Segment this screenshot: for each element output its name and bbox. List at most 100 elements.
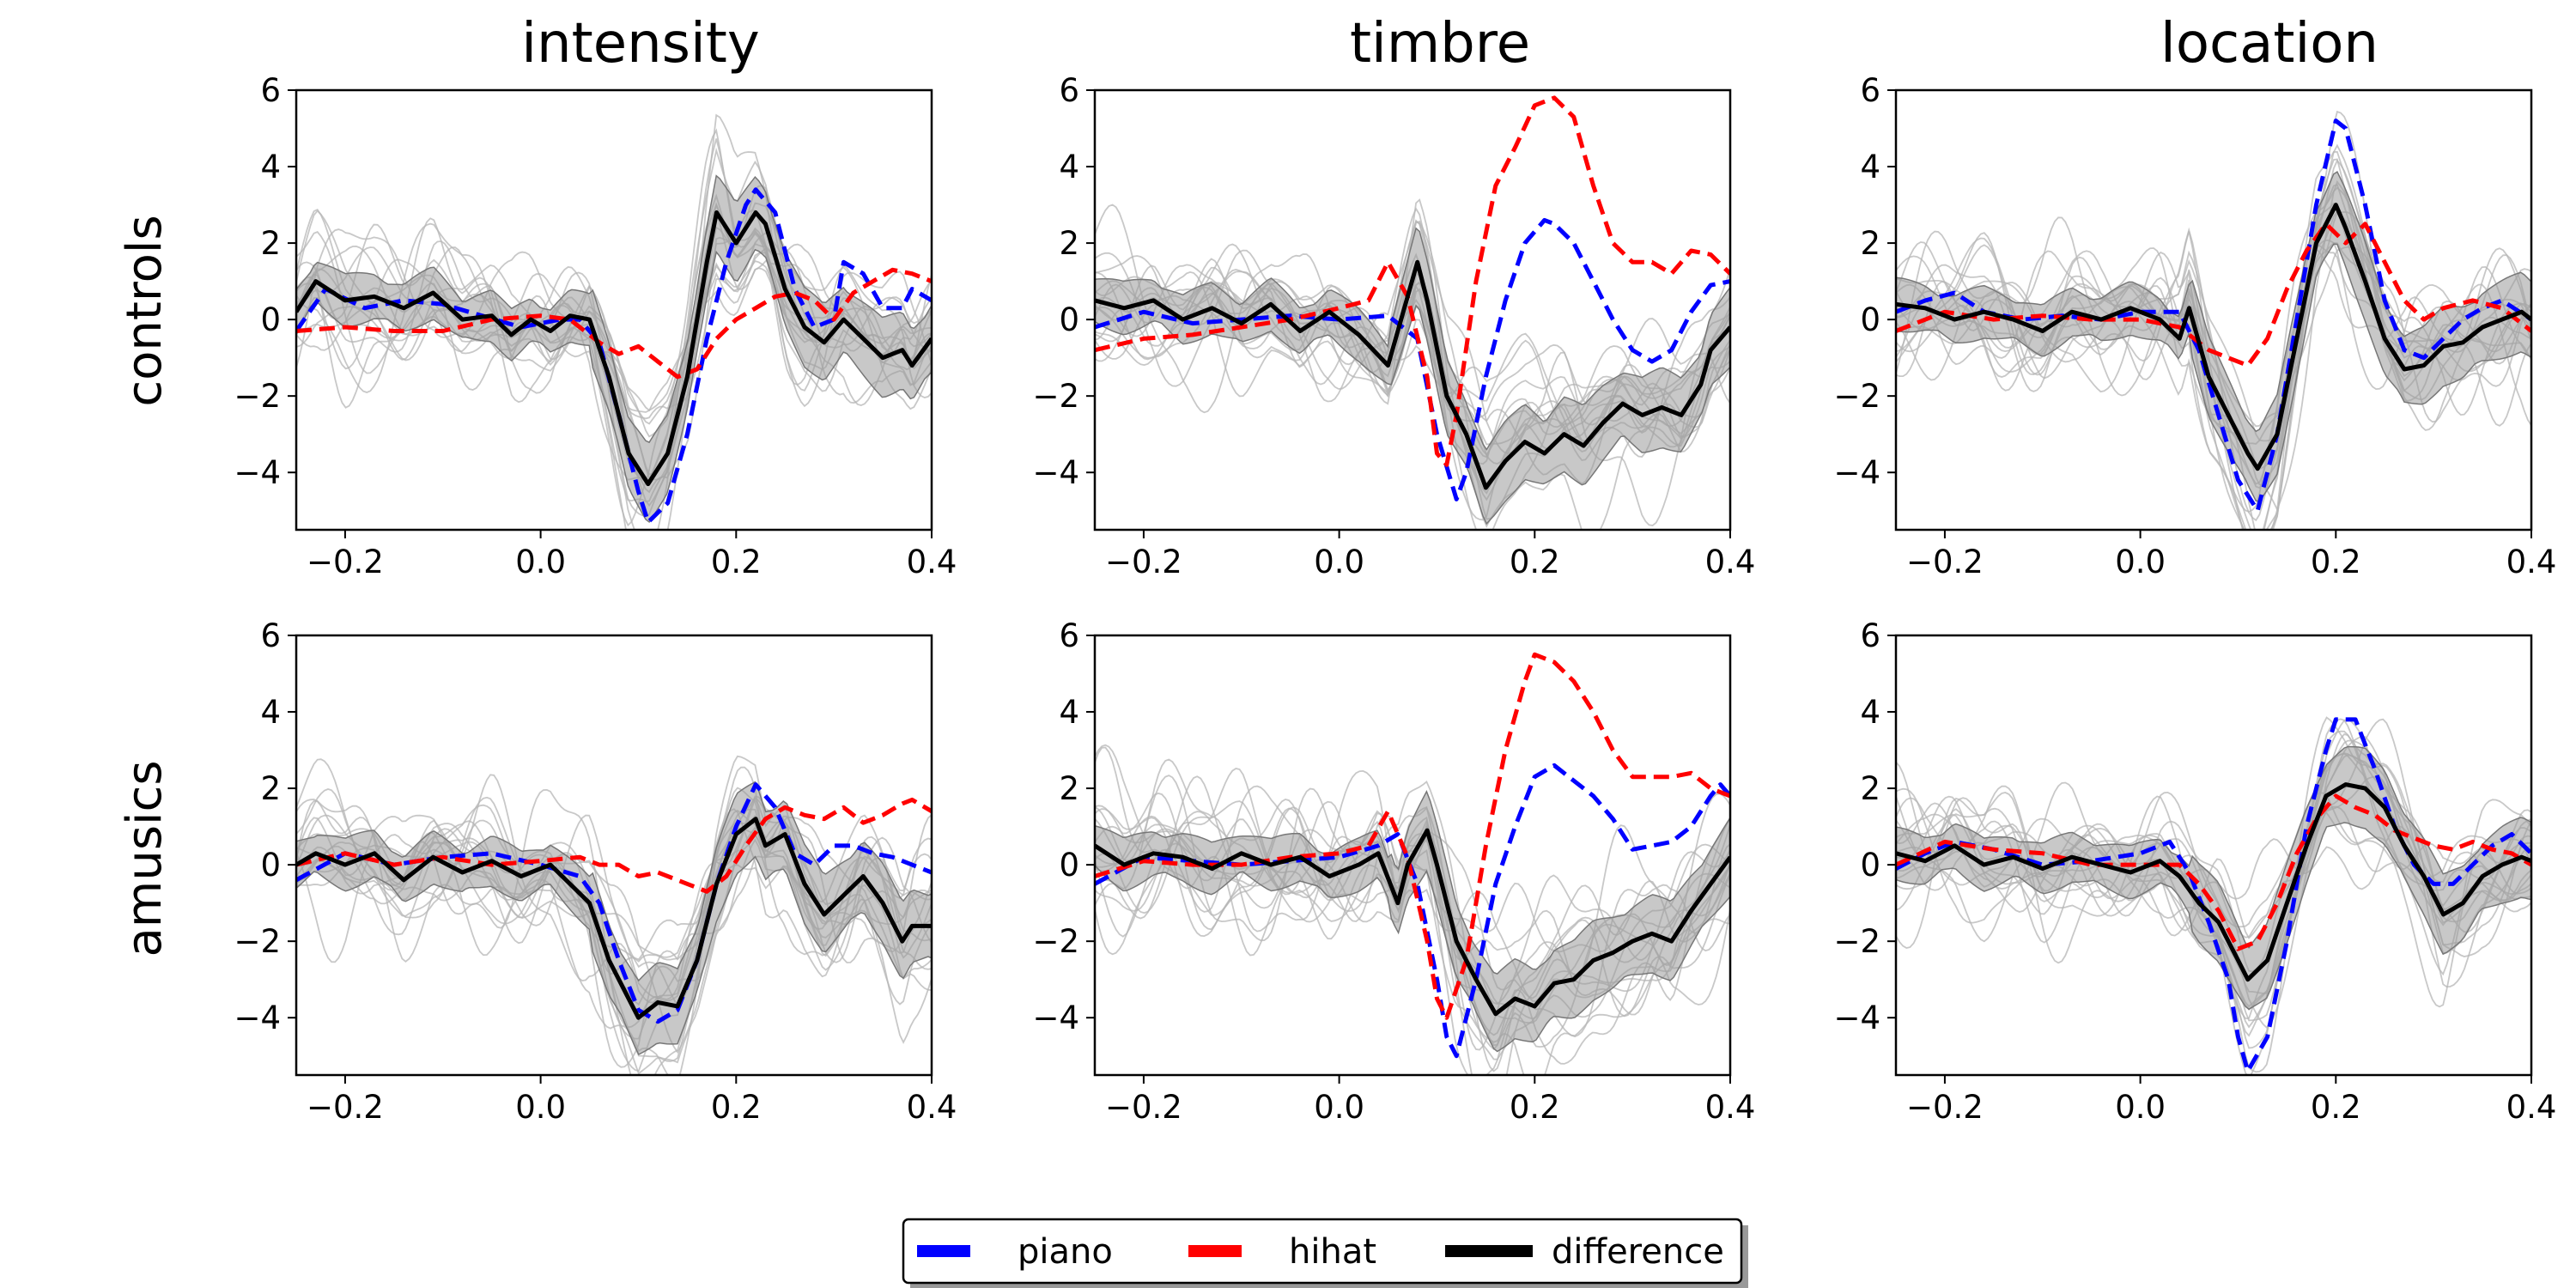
row-label-controls: controls xyxy=(117,215,173,406)
series-piano xyxy=(1896,717,2531,1073)
y-tick-label: 4 xyxy=(1059,149,1079,185)
y-tick-label: −2 xyxy=(1032,923,1079,960)
x-tick-label: −0.2 xyxy=(307,544,384,580)
axes-frame xyxy=(295,634,933,1077)
legend-label-hihat: hihat xyxy=(1289,1232,1376,1272)
error-band xyxy=(1095,227,1730,526)
series-difference xyxy=(1095,259,1730,490)
panel-amusics-timbre: −0.2 0.0 0.2 0.4 −4 −2 0 2 4 6 xyxy=(1032,617,1756,1126)
x-tick-label: 0.2 xyxy=(711,1089,762,1126)
legend-label-difference: difference xyxy=(1552,1232,1724,1272)
plot-area-controls-timbre xyxy=(1095,95,1730,530)
legend-box xyxy=(902,1218,1743,1285)
x-tick-label: −0.2 xyxy=(307,1089,384,1126)
y-tick-label: −2 xyxy=(1032,378,1079,415)
series-piano xyxy=(296,187,932,525)
y-tick-label: 2 xyxy=(260,225,281,262)
plot-area-amusics-timbre xyxy=(1095,652,1730,1075)
y-tick-label: 6 xyxy=(1860,72,1880,109)
x-tick-label: 0.0 xyxy=(1314,1089,1364,1126)
y-tick-label: 2 xyxy=(1059,225,1079,262)
x-tick-label: −0.2 xyxy=(1105,1089,1182,1126)
axes-frame xyxy=(1093,634,1732,1077)
y-tick-label: 4 xyxy=(260,149,281,185)
axes-frame xyxy=(295,88,933,532)
series-hihat xyxy=(1095,95,1730,467)
x-tick-label: 0.4 xyxy=(1705,1089,1756,1126)
subject-trace xyxy=(1095,198,1730,530)
x-tick-label: −0.2 xyxy=(1906,544,1984,580)
series-difference xyxy=(1095,828,1730,1017)
axes-frame xyxy=(1894,634,2533,1077)
y-tick-label: 6 xyxy=(260,617,281,654)
y-tick-label: 2 xyxy=(1860,770,1880,807)
y-tick-label: −4 xyxy=(1032,454,1079,491)
x-tick-label: 0.4 xyxy=(1705,544,1756,580)
panel-amusics-intensity: −0.2 0.0 0.2 0.4 −4 −2 0 2 4 6 xyxy=(234,617,957,1126)
series-hihat xyxy=(1896,222,2531,368)
y-tick-label: −4 xyxy=(1833,999,1880,1036)
subject-trace xyxy=(1896,237,2531,442)
subject-trace xyxy=(296,799,932,1007)
panel-controls-timbre: −0.2 0.0 0.2 0.4 −4 −2 0 2 4 6 xyxy=(1032,72,1755,580)
x-tick-label: 0.2 xyxy=(711,544,762,580)
series-difference xyxy=(296,817,932,1020)
legend: piano hihat difference xyxy=(902,1218,1748,1288)
plot-area-amusics-intensity xyxy=(296,755,932,1075)
y-tick-label: 6 xyxy=(260,72,281,109)
y-tick-label: 6 xyxy=(1059,617,1079,654)
legend-label-piano: piano xyxy=(1018,1232,1113,1272)
column-title-timbre: timbre xyxy=(1350,12,1530,76)
panels: −0.2 0.0 0.2 0.4 −4 −2 0 2 4 6 −0.2 0.0 0.2 0.4 −4 −2 0 2… xyxy=(234,72,2556,1126)
row-label-amusics: amusics xyxy=(117,760,173,957)
y-tick-label: −4 xyxy=(1032,999,1079,1036)
y-tick-label: 4 xyxy=(1860,694,1880,731)
column-title-intensity: intensity xyxy=(521,12,759,76)
y-tick-label: −4 xyxy=(234,999,281,1036)
panel-amusics-location: −0.2 0.0 0.2 0.4 −4 −2 0 2 4 6 xyxy=(1833,617,2556,1126)
y-tick-label: 4 xyxy=(260,694,281,731)
y-tick-label: −2 xyxy=(234,923,281,960)
error-band xyxy=(296,781,932,1056)
x-tick-label: 0.0 xyxy=(515,1089,566,1126)
y-tick-label: 0 xyxy=(1059,301,1079,338)
error-band xyxy=(1896,171,2531,502)
y-tick-label: −2 xyxy=(1833,923,1880,960)
x-tick-label: 0.0 xyxy=(2115,544,2166,580)
panel-controls-location: −0.2 0.0 0.2 0.4 −4 −2 0 2 4 6 xyxy=(1833,72,2556,580)
plot-area-controls-location xyxy=(1896,110,2531,530)
y-tick-label: 0 xyxy=(1860,301,1880,338)
x-tick-label: −0.2 xyxy=(1906,1089,1984,1126)
subject-trace xyxy=(1896,110,2531,530)
series-hihat xyxy=(296,797,932,894)
series-difference xyxy=(296,210,932,487)
axes-frame xyxy=(1093,88,1732,532)
error-band xyxy=(1896,745,2531,1011)
y-tick-label: 0 xyxy=(260,301,281,338)
x-tick-label: −0.2 xyxy=(1105,544,1182,580)
y-tick-label: 4 xyxy=(1860,149,1880,185)
y-tick-label: 6 xyxy=(1059,72,1079,109)
x-tick-label: 0.2 xyxy=(1510,544,1560,580)
y-tick-label: 0 xyxy=(1860,847,1880,884)
subject-trace xyxy=(296,804,932,1068)
x-tick-label: 0.0 xyxy=(2115,1089,2166,1126)
plot-area-amusics-location xyxy=(1896,716,2531,1075)
x-tick-label: 0.2 xyxy=(2311,544,2361,580)
y-tick-label: −4 xyxy=(234,454,281,491)
y-tick-label: 0 xyxy=(1059,847,1079,884)
series-hihat xyxy=(296,267,932,380)
axes-frame xyxy=(1894,88,2533,532)
y-tick-label: 4 xyxy=(1059,694,1079,731)
x-tick-label: 0.0 xyxy=(515,544,566,580)
error-band xyxy=(296,174,932,523)
column-title-location: location xyxy=(2160,12,2379,76)
y-tick-label: 0 xyxy=(260,847,281,884)
series-hihat xyxy=(1095,652,1730,1020)
x-tick-label: 0.2 xyxy=(1510,1089,1560,1126)
y-tick-label: 6 xyxy=(1860,617,1880,654)
y-tick-label: −2 xyxy=(234,378,281,415)
plot-area-controls-intensity xyxy=(296,113,932,530)
